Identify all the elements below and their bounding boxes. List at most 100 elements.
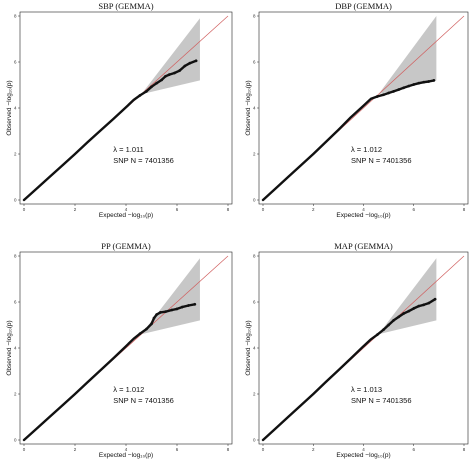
x-tick-label: 4 <box>125 207 128 212</box>
qq-point <box>427 80 431 83</box>
confidence-band <box>378 258 437 335</box>
qq-point <box>167 73 171 77</box>
lambda-annotation: λ = 1.011 <box>113 145 144 154</box>
qq-point <box>150 85 153 89</box>
qq-point <box>387 323 391 327</box>
qq-point <box>402 86 406 90</box>
qq-panel-3: PP (GEMMA) 0 2 4 6 8 0 2 4 6 8 Expected −log₁₀(p) Ob… <box>6 241 233 459</box>
snp-count-annotation: SNP N = 7401356 <box>113 396 174 405</box>
qq-point <box>417 81 421 85</box>
y-tick-label: 4 <box>14 106 17 111</box>
qq-points-trace <box>261 79 436 202</box>
x-tick-label: 6 <box>412 447 415 452</box>
y-tick-label: 6 <box>14 300 17 305</box>
qq-panel-1: SBP (GEMMA) 0 2 4 6 8 0 2 4 6 8 Expected −log₁₀(p) O… <box>6 1 233 219</box>
x-tick-label: 4 <box>362 447 365 452</box>
y-axis-label: Observed −log₁₀(p) <box>6 80 13 135</box>
qq-point <box>427 301 431 305</box>
y-tick-label: 2 <box>14 152 17 157</box>
confidence-band <box>141 18 200 95</box>
qq-point <box>160 78 164 82</box>
qq-point <box>150 322 153 326</box>
y-tick-label: 6 <box>253 300 256 305</box>
x-tick-label: 0 <box>262 447 265 452</box>
confidence-band <box>141 258 200 335</box>
qq-point <box>193 302 197 306</box>
qq-point <box>152 316 156 320</box>
qq-point <box>164 310 167 314</box>
qq-point <box>407 309 411 313</box>
y-axis-label: Observed −log₁₀(p) <box>6 320 13 375</box>
qq-point <box>433 297 437 301</box>
qq-point <box>188 61 192 65</box>
qq-point <box>432 78 436 82</box>
qq-point <box>387 91 391 95</box>
x-tick-label: 0 <box>262 207 265 212</box>
y-axis-label: Observed −log₁₀(p) <box>245 80 252 135</box>
qq-point <box>382 93 386 97</box>
qq-point <box>138 332 142 336</box>
y-tick-label: 0 <box>14 198 17 203</box>
y-tick-label: 8 <box>14 14 17 19</box>
y-tick-label: 4 <box>253 346 256 351</box>
y-tick-label: 0 <box>14 438 17 443</box>
snp-count-annotation: SNP N = 7401356 <box>113 156 174 165</box>
qq-point <box>175 307 179 311</box>
y-tick-label: 0 <box>253 438 256 443</box>
y-tick-label: 8 <box>253 254 256 259</box>
qq-point <box>417 304 421 308</box>
qq-points-trace <box>261 298 437 442</box>
qq-point <box>178 69 181 73</box>
y-tick-label: 2 <box>253 152 256 157</box>
x-tick-label: 4 <box>125 447 128 452</box>
qq-point <box>392 89 396 93</box>
y-tick-label: 6 <box>253 60 256 65</box>
qq-point <box>382 328 386 332</box>
snp-count-annotation: SNP N = 7401356 <box>351 156 412 165</box>
x-axis-label: Expected −log₁₀(p) <box>99 452 153 459</box>
qq-point <box>155 81 159 85</box>
qq-point <box>144 89 148 93</box>
qq-points-trace <box>22 303 196 442</box>
qq-point <box>375 95 379 98</box>
y-tick-label: 2 <box>14 392 17 397</box>
x-tick-label: 2 <box>74 207 77 212</box>
x-tick-label: 8 <box>227 447 230 452</box>
qq-point <box>375 333 379 337</box>
qq-points-trace <box>22 59 198 202</box>
lambda-annotation: λ = 1.012 <box>113 385 144 394</box>
qq-point <box>173 71 176 75</box>
y-tick-label: 4 <box>253 106 256 111</box>
qq-point <box>402 312 406 315</box>
qq-point <box>407 84 411 88</box>
x-axis-label: Expected −log₁₀(p) <box>336 212 390 219</box>
qq-point <box>412 83 416 86</box>
qq-point <box>422 303 426 307</box>
qq-point <box>164 74 167 78</box>
panel-title: DBP (GEMMA) <box>335 1 392 11</box>
confidence-band <box>378 16 437 95</box>
x-axis-label: Expected −log₁₀(p) <box>99 212 153 219</box>
y-axis-label: Observed −log₁₀(p) <box>245 320 252 375</box>
qq-point <box>183 64 187 68</box>
qq-point <box>397 315 401 319</box>
qq-point <box>155 313 159 317</box>
snp-count-annotation: SNP N = 7401356 <box>351 396 412 405</box>
x-tick-label: 8 <box>463 447 466 452</box>
x-tick-label: 2 <box>74 447 77 452</box>
panel-title: PP (GEMMA) <box>101 241 151 251</box>
x-tick-label: 0 <box>23 207 26 212</box>
qq-point <box>187 304 190 307</box>
lambda-annotation: λ = 1.013 <box>351 385 382 394</box>
lambda-annotation: λ = 1.012 <box>351 145 382 154</box>
x-tick-label: 6 <box>412 207 415 212</box>
y-tick-label: 2 <box>253 392 256 397</box>
x-axis-label: Expected −log₁₀(p) <box>336 452 390 459</box>
y-tick-label: 8 <box>253 14 256 19</box>
qq-point <box>180 305 184 309</box>
x-tick-label: 8 <box>463 207 466 212</box>
qq-point <box>144 327 148 331</box>
qq-point <box>422 80 426 84</box>
panel-title: MAP (GEMMA) <box>334 241 393 251</box>
